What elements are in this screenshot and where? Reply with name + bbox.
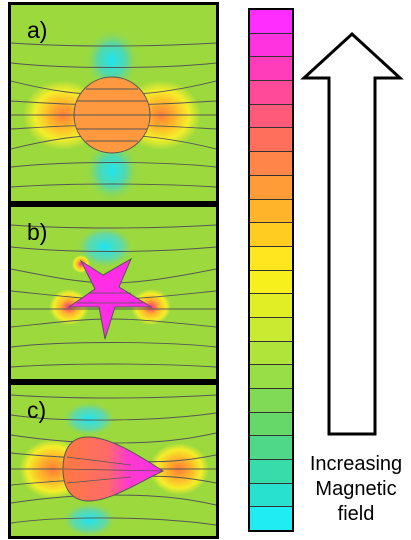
color-scale-swatch — [250, 152, 292, 176]
color-scale-swatch — [250, 105, 292, 129]
color-scale-swatch — [250, 484, 292, 508]
color-scale-swatch — [250, 389, 292, 413]
color-scale-swatch — [250, 10, 292, 34]
color-scale-swatch — [250, 460, 292, 484]
arrow-caption-line-3: field — [297, 502, 411, 527]
color-scale-swatch — [250, 34, 292, 58]
color-scale-swatch — [250, 318, 292, 342]
color-scale-swatch — [250, 57, 292, 81]
increasing-field-arrow-icon — [300, 30, 405, 440]
color-scale-bar — [248, 8, 294, 532]
color-scale-swatch — [250, 436, 292, 460]
color-scale-swatch — [250, 507, 292, 530]
color-scale-swatch — [250, 81, 292, 105]
color-scale-swatch — [250, 223, 292, 247]
panel-a-label: a) — [27, 17, 47, 44]
panel-a-sphere: a) — [8, 2, 219, 204]
panel-b-label: b) — [27, 219, 47, 246]
color-scale-swatch — [250, 128, 292, 152]
color-scale-swatch — [250, 247, 292, 271]
color-scale-swatch — [250, 200, 292, 224]
panel-c-label: c) — [27, 397, 46, 424]
arrow-caption-line-2: Magnetic — [297, 477, 411, 502]
panel-c-top-coldspot — [61, 401, 117, 437]
color-scale-swatch — [250, 294, 292, 318]
panel-b-star: b) — [8, 204, 219, 382]
color-scale-swatch — [250, 342, 292, 366]
color-scale-swatch — [250, 271, 292, 295]
arrow-caption: Increasing Magnetic field — [297, 452, 411, 527]
color-scale-swatch — [250, 176, 292, 200]
panel-c-teardrop: c) — [8, 382, 219, 539]
arrow-caption-line-1: Increasing — [297, 452, 411, 477]
color-scale-swatch — [250, 413, 292, 437]
color-scale-swatch — [250, 365, 292, 389]
